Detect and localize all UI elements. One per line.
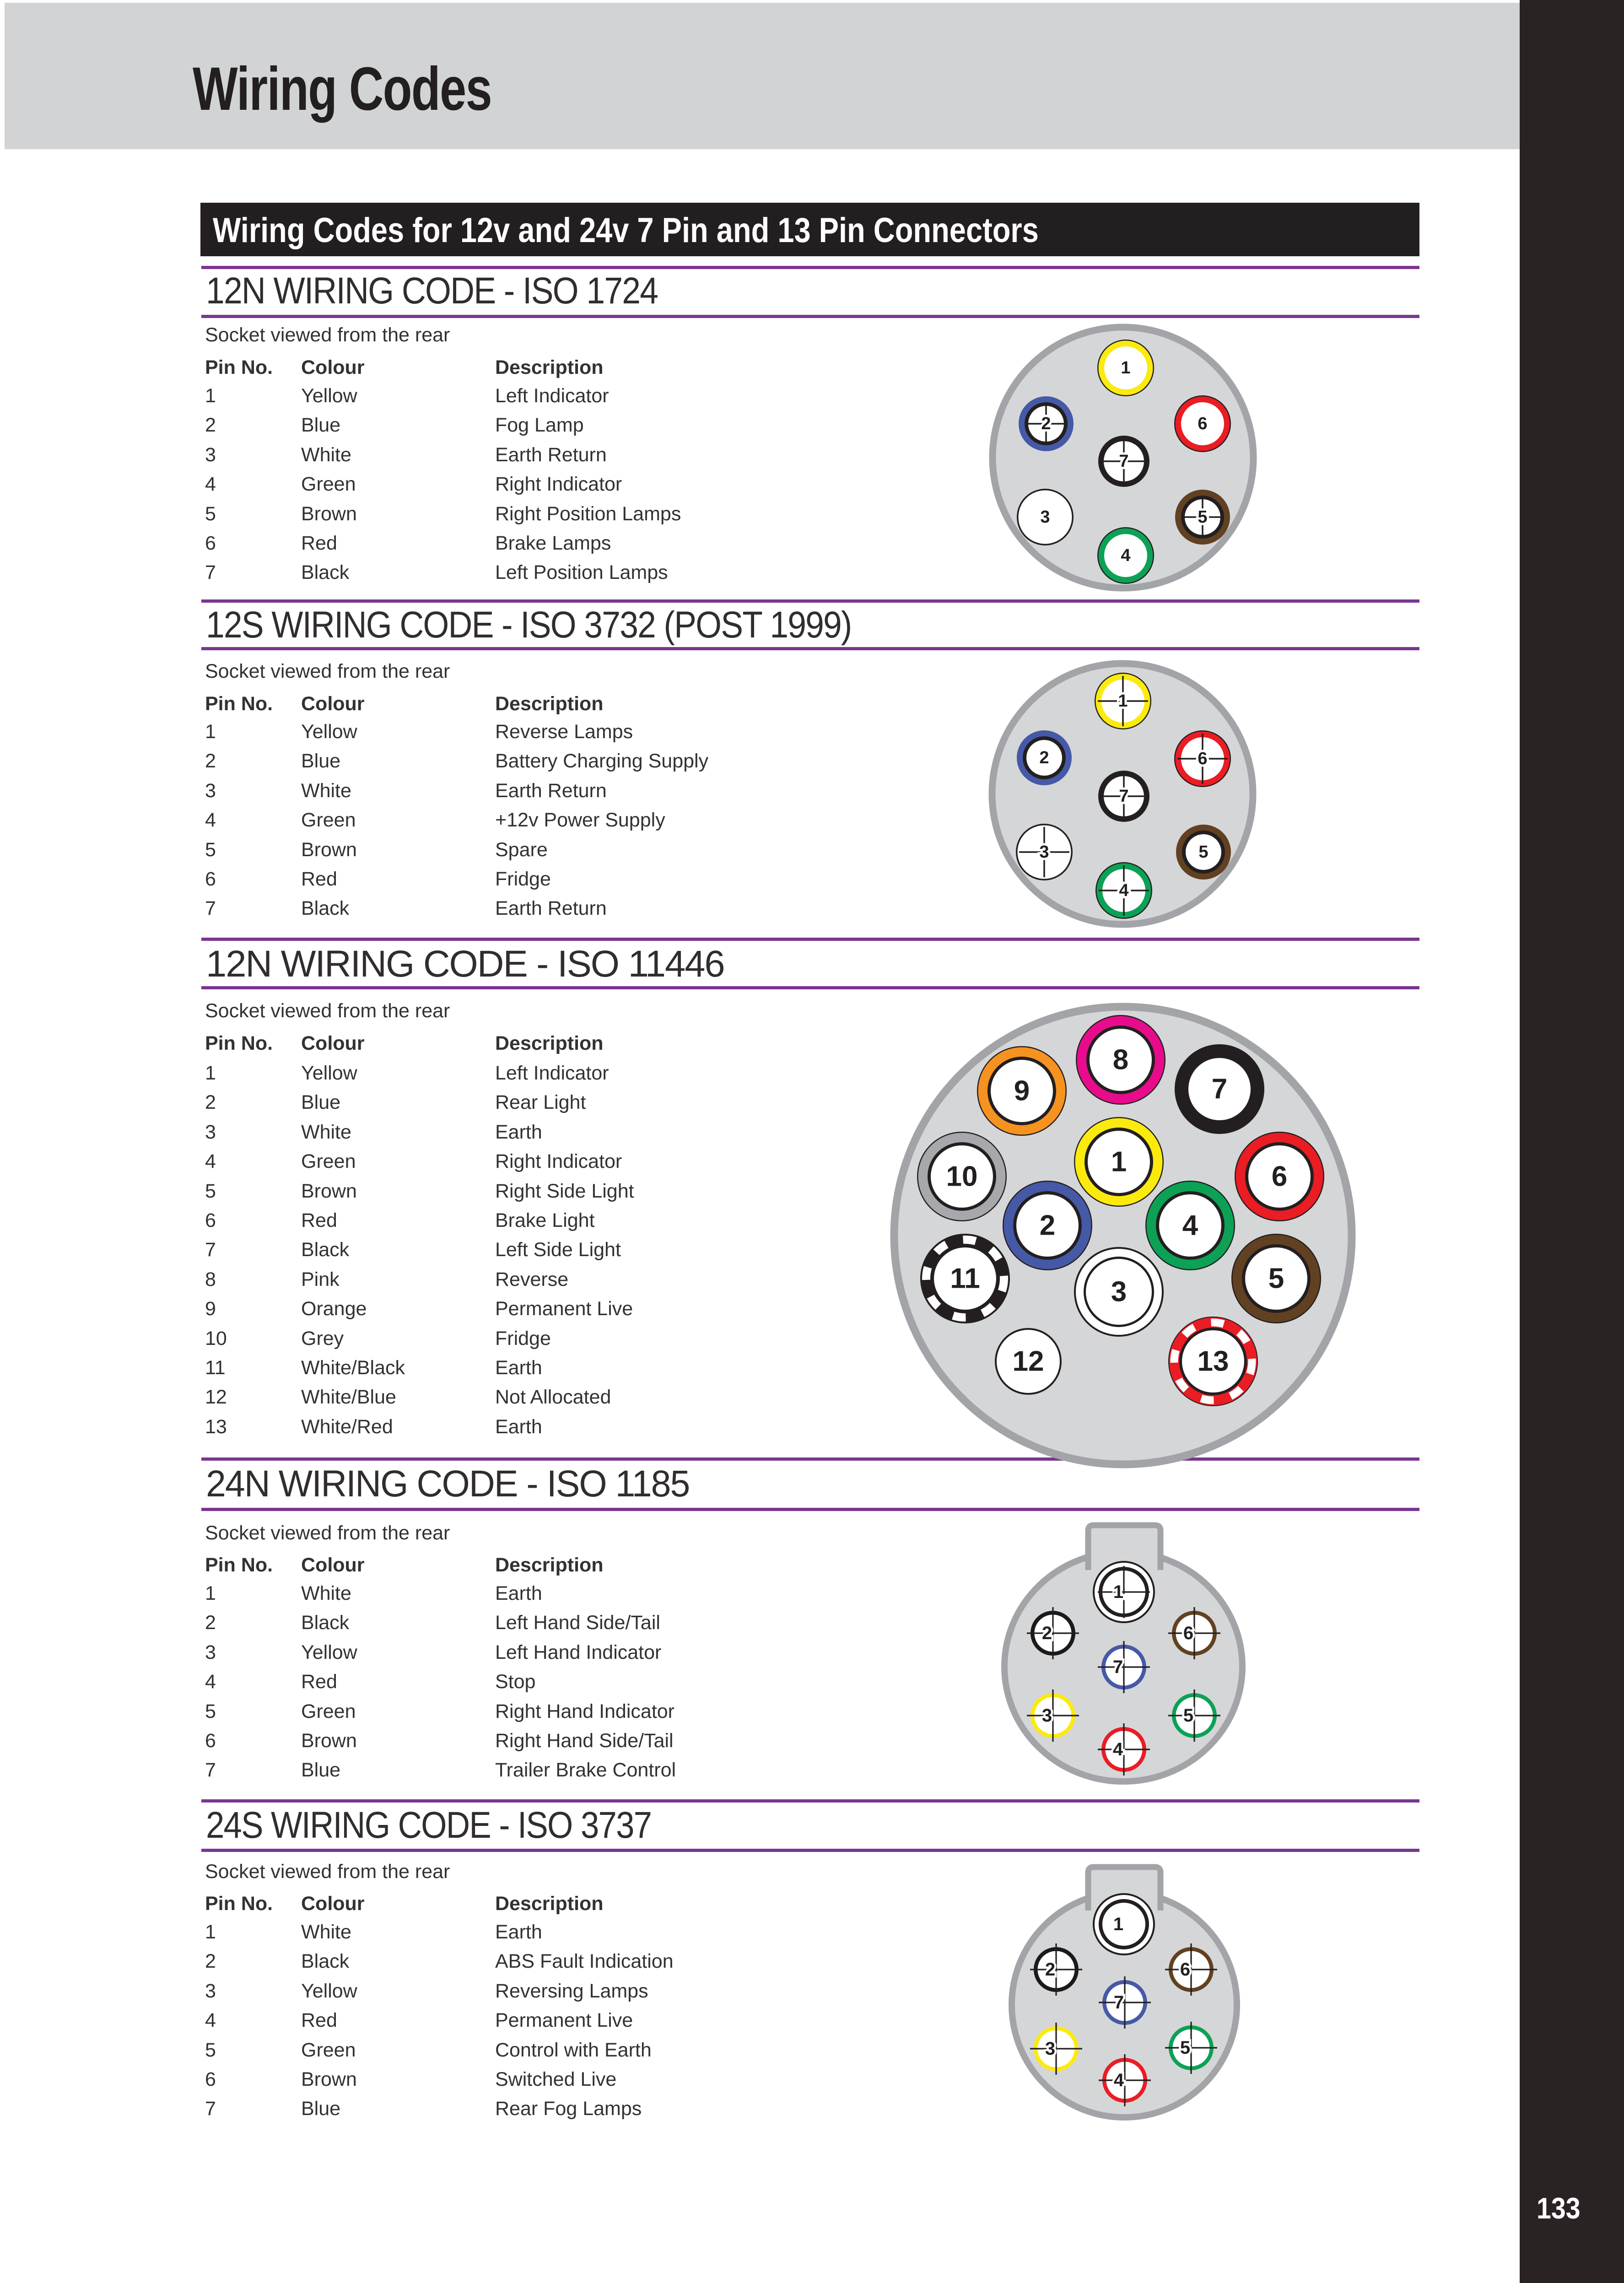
svg-text:7: 7	[1113, 1657, 1123, 1677]
svg-text:1: 1	[1118, 691, 1128, 711]
svg-text:7: 7	[1119, 787, 1128, 806]
svg-text:4: 4	[1121, 546, 1130, 565]
svg-text:11: 11	[950, 1263, 980, 1295]
svg-text:2: 2	[1042, 1623, 1052, 1643]
svg-text:7: 7	[1119, 452, 1128, 471]
svg-text:6: 6	[1180, 1959, 1190, 1980]
svg-text:1: 1	[1111, 1146, 1127, 1178]
svg-text:6: 6	[1272, 1161, 1287, 1193]
svg-text:6: 6	[1198, 749, 1207, 768]
svg-text:4: 4	[1113, 1739, 1123, 1759]
svg-text:12: 12	[1013, 1346, 1044, 1377]
svg-text:6: 6	[1183, 1623, 1193, 1643]
svg-text:5: 5	[1198, 507, 1207, 527]
svg-text:1: 1	[1121, 358, 1130, 378]
svg-text:5: 5	[1198, 842, 1208, 862]
svg-text:1: 1	[1113, 1914, 1123, 1934]
svg-text:7: 7	[1114, 1992, 1124, 2013]
svg-text:2: 2	[1041, 414, 1051, 433]
svg-text:4: 4	[1114, 2070, 1124, 2090]
svg-text:5: 5	[1268, 1263, 1284, 1295]
svg-text:2: 2	[1039, 748, 1049, 767]
svg-text:3: 3	[1039, 842, 1049, 862]
svg-text:3: 3	[1045, 2039, 1055, 2059]
svg-text:4: 4	[1119, 881, 1128, 900]
svg-text:5: 5	[1183, 1706, 1193, 1726]
svg-text:13: 13	[1198, 1346, 1229, 1377]
svg-text:3: 3	[1042, 1706, 1052, 1726]
svg-text:10: 10	[946, 1161, 978, 1193]
svg-text:3: 3	[1040, 507, 1050, 527]
svg-text:6: 6	[1198, 414, 1207, 433]
svg-text:4: 4	[1182, 1210, 1198, 1241]
svg-text:9: 9	[1014, 1075, 1030, 1107]
svg-text:2: 2	[1040, 1210, 1055, 1241]
svg-text:3: 3	[1111, 1276, 1127, 1308]
svg-text:7: 7	[1212, 1074, 1227, 1105]
svg-text:5: 5	[1180, 2038, 1190, 2058]
svg-text:1: 1	[1113, 1582, 1123, 1602]
svg-text:8: 8	[1113, 1044, 1128, 1076]
svg-text:2: 2	[1045, 1959, 1055, 1980]
